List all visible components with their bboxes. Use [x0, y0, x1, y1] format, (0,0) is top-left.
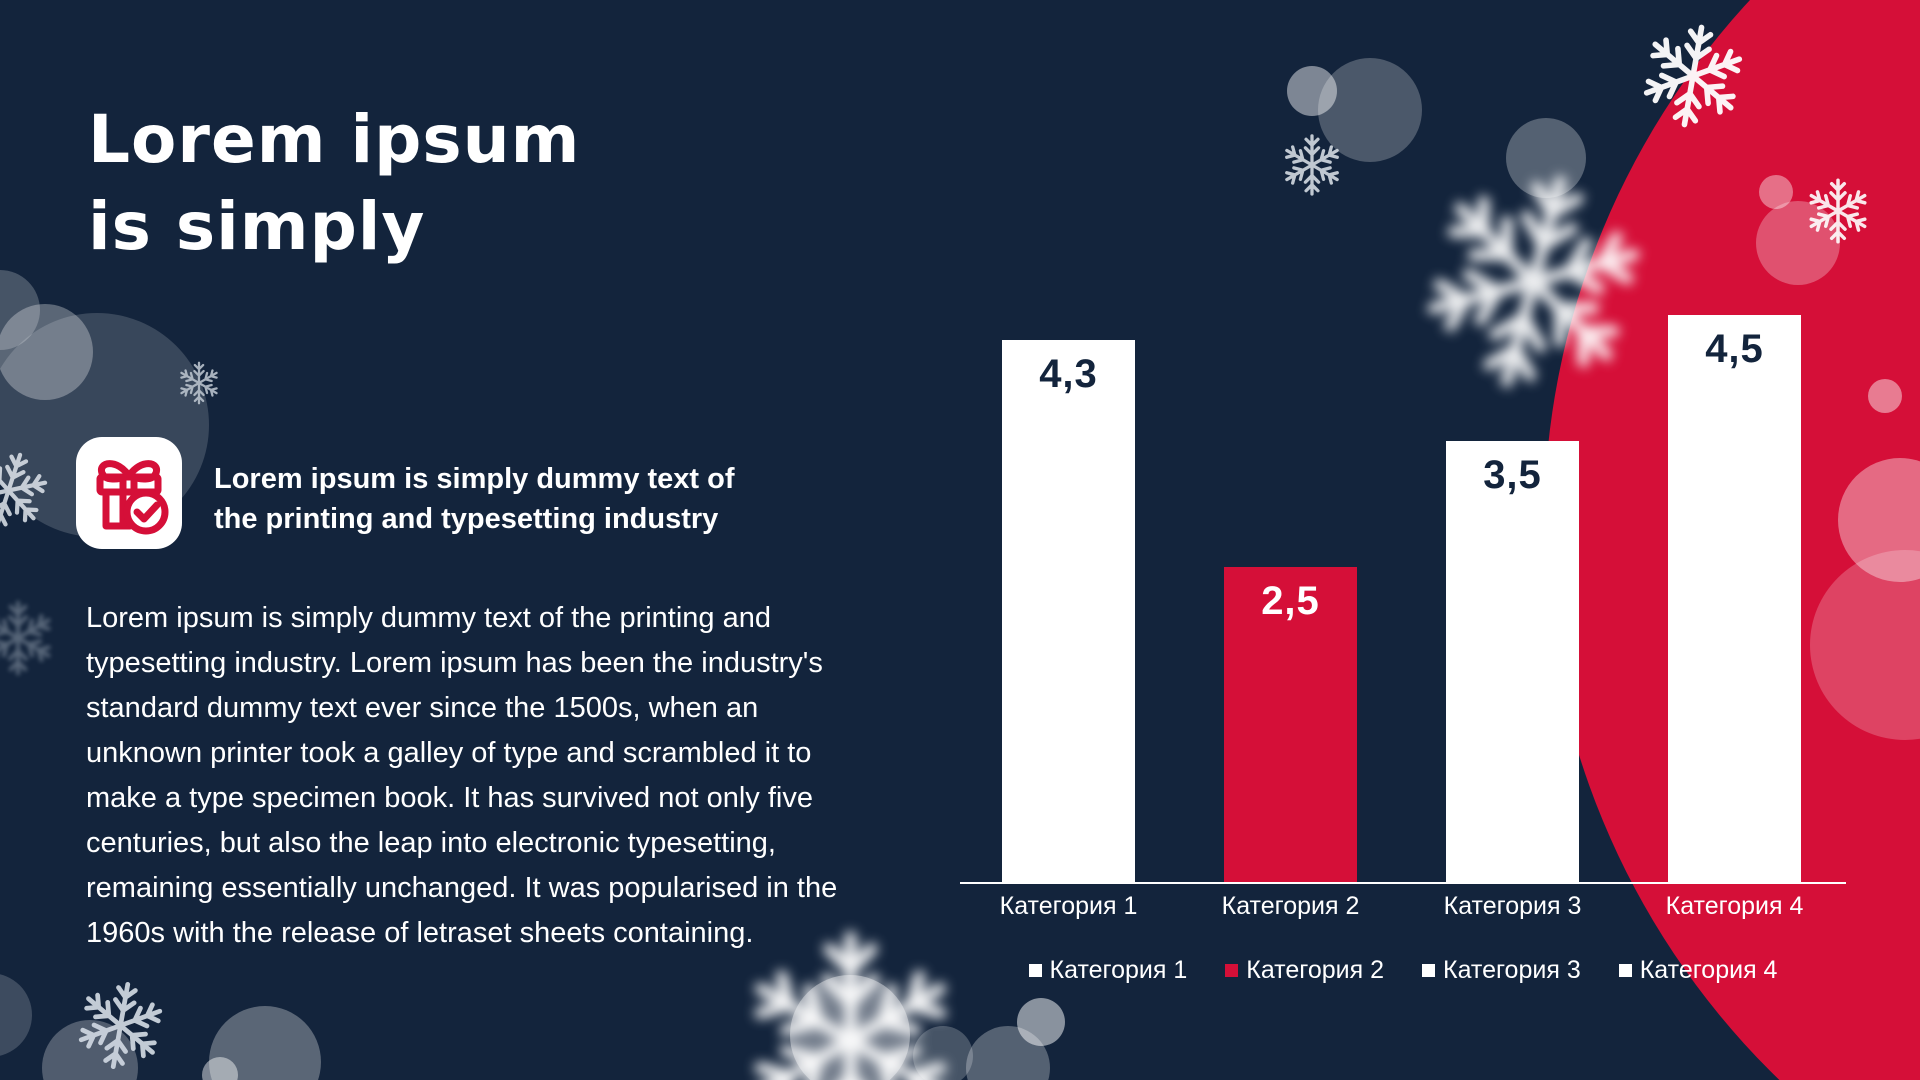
title-line-1: Lorem ipsum: [88, 101, 581, 178]
title-line-2: is simply: [88, 188, 426, 266]
category-label-1: Категория 1: [999, 892, 1138, 920]
legend-label: Категория 3: [1443, 956, 1581, 984]
bar-4: 4,5: [1668, 315, 1801, 882]
bar-1: 4,3: [1002, 340, 1135, 882]
legend-swatch: [1422, 964, 1435, 977]
legend-item-4: Категория 4: [1618, 956, 1778, 985]
chart-legend: Категория 1 Категория 2 Категория 3 Категор…: [960, 956, 1846, 985]
legend-item-1: Категория 1: [1028, 956, 1188, 985]
bar-value-label: 4,3: [1039, 352, 1098, 396]
legend-item-3: Категория 3: [1422, 956, 1581, 985]
legend-label: Категория 2: [1246, 956, 1384, 984]
category-label-4: Категория 4: [1665, 892, 1804, 920]
bar-value-label: 2,5: [1261, 579, 1320, 623]
bokeh-circle: [1017, 998, 1065, 1046]
bokeh-circle: [0, 304, 93, 400]
bokeh-circle: [1318, 58, 1422, 162]
bar-2: 2,5: [1224, 567, 1357, 882]
bar-value-label: 3,5: [1483, 453, 1542, 497]
legend-item-2: Категория 2: [1225, 956, 1384, 985]
legend-swatch: [1225, 964, 1239, 977]
bokeh-circle: [1759, 175, 1793, 209]
gift-check-icon: [76, 437, 182, 549]
bokeh-circle: [1506, 118, 1586, 198]
bokeh-circle: [1868, 379, 1902, 413]
bokeh-circle: [1287, 66, 1337, 116]
category-axis-labels: Категория 1 Категория 2 Категория 3 Категор…: [960, 892, 1846, 922]
legend-swatch: [1028, 964, 1042, 977]
bokeh-circle: [202, 1057, 238, 1080]
highlight-heading: Lorem ipsum is simply dummy text of the …: [214, 459, 735, 539]
bar-value-label: 4,5: [1705, 327, 1764, 371]
page-title: Lorem ipsum is simply: [88, 96, 580, 270]
category-label-3: Категория 3: [1443, 892, 1582, 920]
legend-swatch: [1618, 964, 1632, 977]
x-axis-line: [960, 882, 1846, 884]
highlight-heading-line-2: the printing and typesetting industry: [214, 503, 719, 536]
highlight-heading-line-1: Lorem ipsum is simply dummy text of: [214, 463, 735, 495]
body-paragraph: Lorem ipsum is simply dummy text of the …: [86, 602, 838, 949]
bar-3: 3,5: [1446, 441, 1579, 882]
legend-label: Категория 4: [1639, 956, 1778, 984]
category-label-2: Категория 2: [1221, 892, 1360, 920]
bar-chart: 4,3 2,5 3,5 4,5 Категория 1 Категория 2 Катег…: [960, 280, 1846, 984]
highlight-block: Lorem ipsum is simply dummy text of the …: [76, 437, 836, 549]
legend-label: Категория 1: [1049, 956, 1188, 984]
